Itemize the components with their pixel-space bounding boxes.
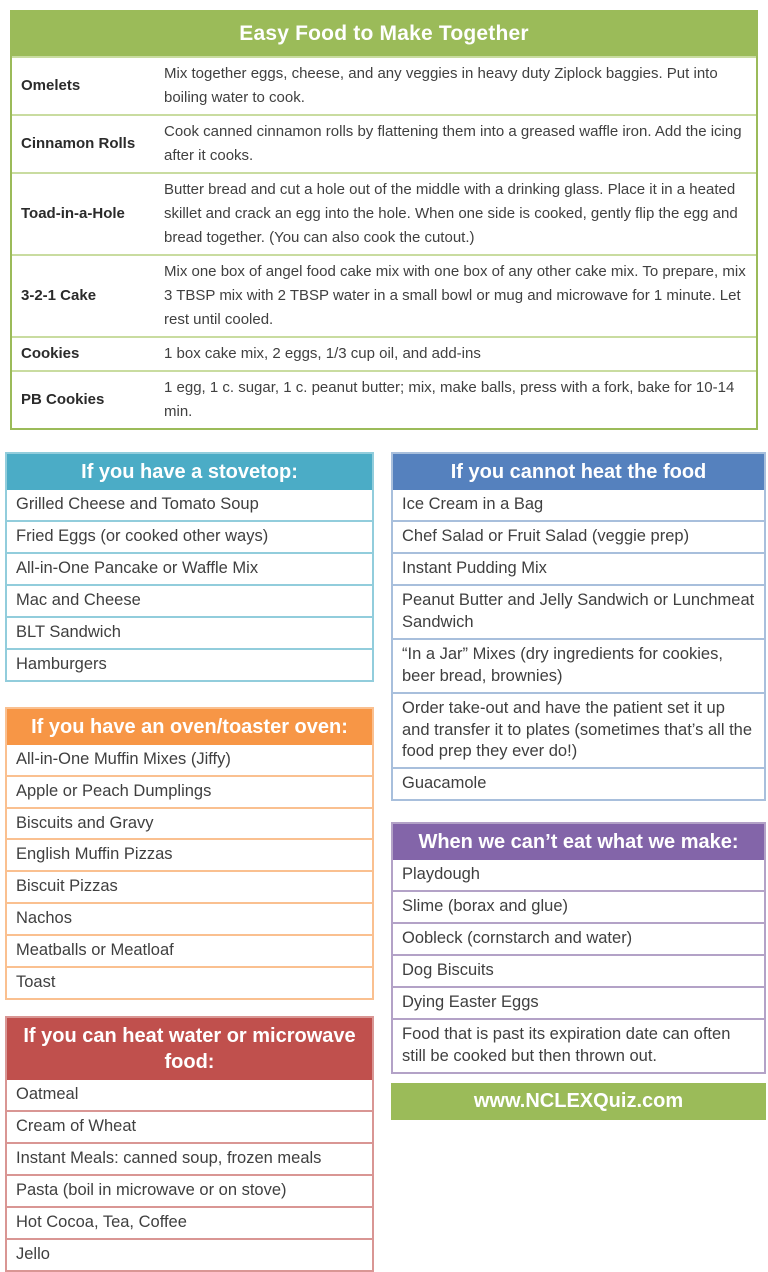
recipe-row: 3-2-1 Cake Mix one box of angel food cak… xyxy=(12,254,756,336)
list-item: Ice Cream in a Bag xyxy=(402,495,544,513)
list-item: Hot Cocoa, Tea, Coffee xyxy=(7,1205,372,1238)
list-item: Fried Eggs (or cooked other ways) xyxy=(7,519,372,552)
list-item: Cream of Wheat xyxy=(7,1110,372,1142)
list-item: Oobleck (cornstarch and water) xyxy=(393,922,764,954)
recipe-table: Easy Food to Make Together Omelets Mix t… xyxy=(10,10,758,430)
list-item: All-in-One Muffin Mixes (Jiffy) xyxy=(16,749,231,768)
recipe-name: Toad-in-a-Hole xyxy=(21,205,125,223)
list-item: Biscuits and Gravy xyxy=(7,806,372,839)
list-item: English Muffin Pizzas xyxy=(7,838,372,870)
list-item: Meatballs or Meatloaf xyxy=(7,934,372,966)
list-item: Chef Salad or Fruit Salad (veggie prep) xyxy=(393,519,764,552)
right-column: If you cannot heat the food Ice Cream in… xyxy=(391,452,766,1272)
recipe-description: 1 box cake mix, 2 eggs, 1/3 cup oil, and… xyxy=(164,345,481,362)
list-item: Biscuit Pizzas xyxy=(7,870,372,902)
list-item: Nachos xyxy=(7,902,372,934)
recipe-row: Cinnamon Rolls Cook canned cinnamon roll… xyxy=(12,114,756,172)
list-item: Order take-out and have the patient set … xyxy=(393,691,764,768)
list-item: Grilled Cheese and Tomato Soup xyxy=(16,495,259,513)
list-item: Jello xyxy=(7,1237,372,1270)
recipe-row: Cookies 1 box cake mix, 2 eggs, 1/3 cup … xyxy=(12,336,756,370)
list-item: Instant Pudding Mix xyxy=(393,551,764,584)
section-no-heat: If you cannot heat the food Ice Cream in… xyxy=(391,452,766,802)
recipe-row: Toad-in-a-Hole Butter bread and cut a ho… xyxy=(12,172,756,254)
section-heat-water: If you can heat water or microwave food:… xyxy=(5,1016,374,1272)
category-columns: If you have a stovetop: Grilled Cheese a… xyxy=(5,452,766,1272)
section-oven-title: If you have an oven/toaster oven: xyxy=(7,708,372,745)
list-item: Toast xyxy=(7,966,372,998)
list-item: BLT Sandwich xyxy=(7,615,372,648)
recipe-row: PB Cookies 1 egg, 1 c. sugar, 1 c. peanu… xyxy=(12,370,756,428)
recipe-description: 1 egg, 1 c. sugar, 1 c. peanut butter; m… xyxy=(164,379,735,420)
section-heat-water-title: If you can heat water or microwave food: xyxy=(7,1018,372,1081)
recipe-row: Omelets Mix together eggs, cheese, and a… xyxy=(12,56,756,114)
flyer-page: Easy Food to Make Together Omelets Mix t… xyxy=(0,10,768,1272)
recipe-description: Mix one box of angel food cake mix with … xyxy=(164,263,746,328)
list-item: “In a Jar” Mixes (dry ingredients for co… xyxy=(393,637,764,692)
recipe-name: Cinnamon Rolls xyxy=(21,135,136,153)
section-stovetop-title: If you have a stovetop: xyxy=(7,454,372,490)
website-link[interactable]: www.NCLEXQuiz.com xyxy=(391,1082,766,1120)
recipe-name: Omelets xyxy=(21,77,81,95)
list-item: Slime (borax and glue) xyxy=(393,890,764,922)
list-item: Apple or Peach Dumplings xyxy=(7,774,372,807)
list-item: All-in-One Pancake or Waffle Mix xyxy=(7,551,372,584)
list-item: Dying Easter Eggs xyxy=(393,986,764,1018)
list-item: Mac and Cheese xyxy=(7,583,372,616)
recipe-description: Mix together eggs, cheese, and any veggi… xyxy=(164,65,718,106)
recipe-name: PB Cookies xyxy=(21,391,105,409)
list-item: Food that is past its expiration date ca… xyxy=(393,1018,764,1072)
recipe-name: Cookies xyxy=(21,345,80,363)
recipe-description: Butter bread and cut a hole out of the m… xyxy=(164,181,738,246)
section-cannot-eat: When we can’t eat what we make: Playdoug… xyxy=(391,822,766,1074)
section-cannot-eat-title: When we can’t eat what we make: xyxy=(393,824,764,861)
section-stovetop: If you have a stovetop: Grilled Cheese a… xyxy=(5,452,374,682)
recipe-name: 3-2-1 Cake xyxy=(21,287,97,305)
list-item: Oatmeal xyxy=(16,1085,79,1104)
section-oven: If you have an oven/toaster oven: All-in… xyxy=(5,706,374,1001)
list-item: Guacamole xyxy=(393,767,764,799)
recipe-table-title: Easy Food to Make Together xyxy=(12,12,756,56)
list-item: Peanut Butter and Jelly Sandwich or Lunc… xyxy=(393,583,764,638)
recipe-description: Cook canned cinnamon rolls by flattening… xyxy=(164,123,742,164)
left-column: If you have a stovetop: Grilled Cheese a… xyxy=(5,452,374,1272)
list-item: Instant Meals: canned soup, frozen meals xyxy=(7,1142,372,1174)
section-no-heat-title: If you cannot heat the food xyxy=(393,454,764,490)
list-item: Dog Biscuits xyxy=(393,954,764,986)
list-item: Hamburgers xyxy=(7,647,372,680)
list-item: Playdough xyxy=(402,865,480,884)
